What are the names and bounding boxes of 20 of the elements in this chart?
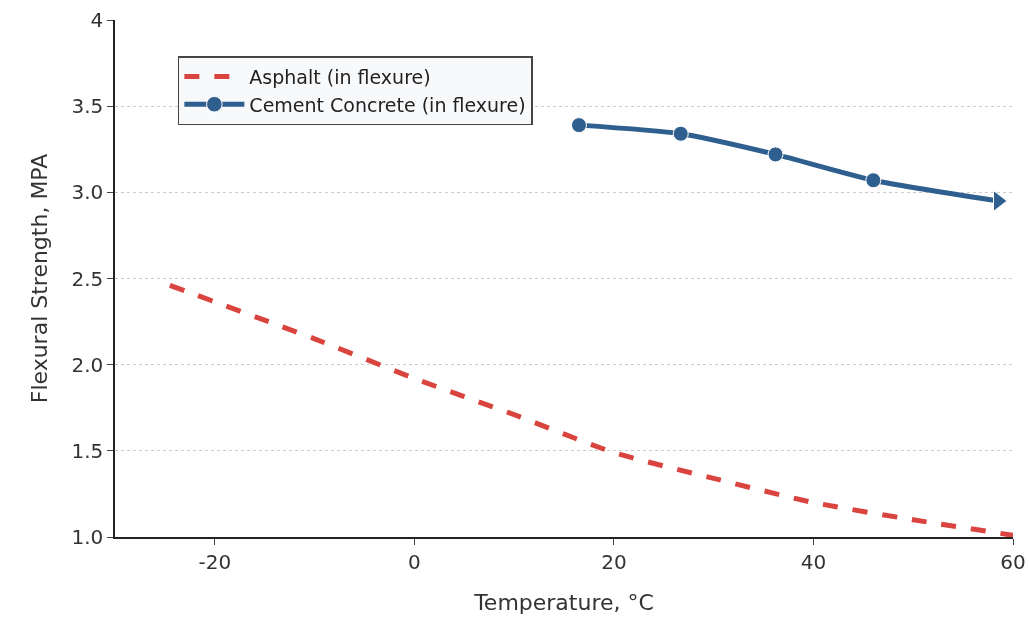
x-tick-label: 40 xyxy=(800,549,827,574)
y-tick-label: 3.0 xyxy=(71,180,104,205)
y-axis-title: Flexural Strength, MPA xyxy=(26,153,52,404)
y-tick-label: 4 xyxy=(90,8,104,32)
x-tick-label: -20 xyxy=(198,549,232,574)
x-tick-label: 20 xyxy=(601,549,627,574)
x-axis-title: Temperature, °C xyxy=(473,590,654,616)
y-tick-label: 1.5 xyxy=(71,438,104,463)
x-tick-label: 0 xyxy=(407,549,421,574)
legend-label: Cement Concrete (in flexure) xyxy=(249,93,526,116)
point xyxy=(865,172,882,189)
y-tick-label: 2.0 xyxy=(71,352,104,377)
legend-label: Asphalt (in flexure) xyxy=(249,65,431,88)
y-tick-label: 2.5 xyxy=(71,266,104,291)
point xyxy=(672,125,689,142)
point xyxy=(767,146,784,163)
y-tick-label: 3.5 xyxy=(71,94,104,119)
point xyxy=(570,117,587,134)
x-tick-label: 60 xyxy=(1000,549,1026,574)
y-tick-label: 1.0 xyxy=(71,525,104,549)
